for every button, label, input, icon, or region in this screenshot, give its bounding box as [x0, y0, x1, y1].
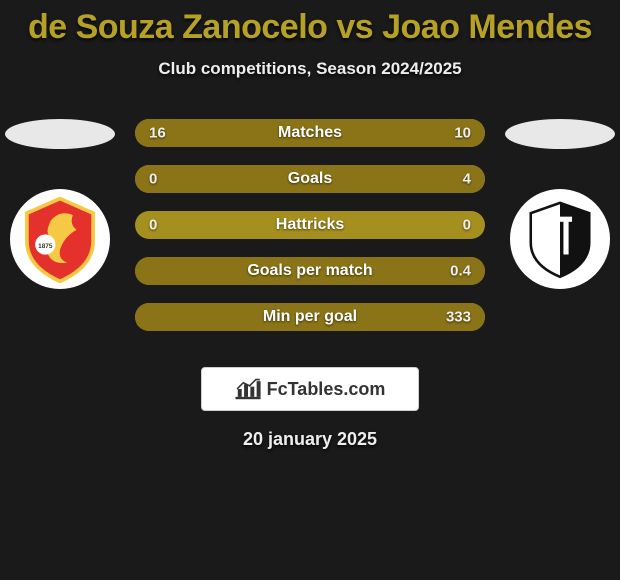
- stat-label: Matches: [278, 124, 342, 142]
- stat-value-left: 16: [149, 125, 166, 142]
- player-right-column: [500, 119, 620, 289]
- stat-value-left: 0: [149, 171, 157, 188]
- stat-value-right: 333: [446, 309, 471, 326]
- stat-value-right: 0: [463, 217, 471, 234]
- stat-row: Min per goal 333: [135, 303, 485, 331]
- player-left-column: 1875: [0, 119, 120, 289]
- stat-row: Hattricks 0 0: [135, 211, 485, 239]
- svg-text:1875: 1875: [38, 243, 53, 250]
- club-crest-right: [510, 189, 610, 289]
- stat-label: Goals: [288, 170, 332, 188]
- comparison-body: 1875 Matches 16 10 Goals 0 4 Hattricks 0 0 Goals …: [0, 119, 620, 349]
- comparison-card: de Souza Zanocelo vs Joao Mendes Club co…: [0, 0, 620, 450]
- stat-row: Matches 16 10: [135, 119, 485, 147]
- stat-row: Goals 0 4: [135, 165, 485, 193]
- stat-value-right: 4: [463, 171, 471, 188]
- stat-value-right: 0.4: [450, 263, 471, 280]
- date-label: 20 january 2025: [0, 429, 620, 450]
- stat-row: Goals per match 0.4: [135, 257, 485, 285]
- stat-value-left: 0: [149, 217, 157, 234]
- stat-value-right: 10: [454, 125, 471, 142]
- club-crest-left: 1875: [10, 189, 110, 289]
- guimaraes-crest-icon: [517, 196, 603, 282]
- brand-badge: FcTables.com: [201, 367, 419, 411]
- stat-label: Hattricks: [276, 216, 344, 234]
- bar-chart-icon: [235, 378, 261, 400]
- brand-text: FcTables.com: [267, 379, 386, 400]
- stat-label: Goals per match: [247, 262, 372, 280]
- player-left-ellipse: [5, 119, 115, 149]
- newtown-crest-icon: 1875: [14, 193, 106, 285]
- player-right-ellipse: [505, 119, 615, 149]
- stat-label: Min per goal: [263, 308, 357, 326]
- stat-bar-list: Matches 16 10 Goals 0 4 Hattricks 0 0 Goals per m…: [135, 119, 485, 331]
- subtitle: Club competitions, Season 2024/2025: [0, 59, 620, 79]
- page-title: de Souza Zanocelo vs Joao Mendes: [0, 8, 620, 47]
